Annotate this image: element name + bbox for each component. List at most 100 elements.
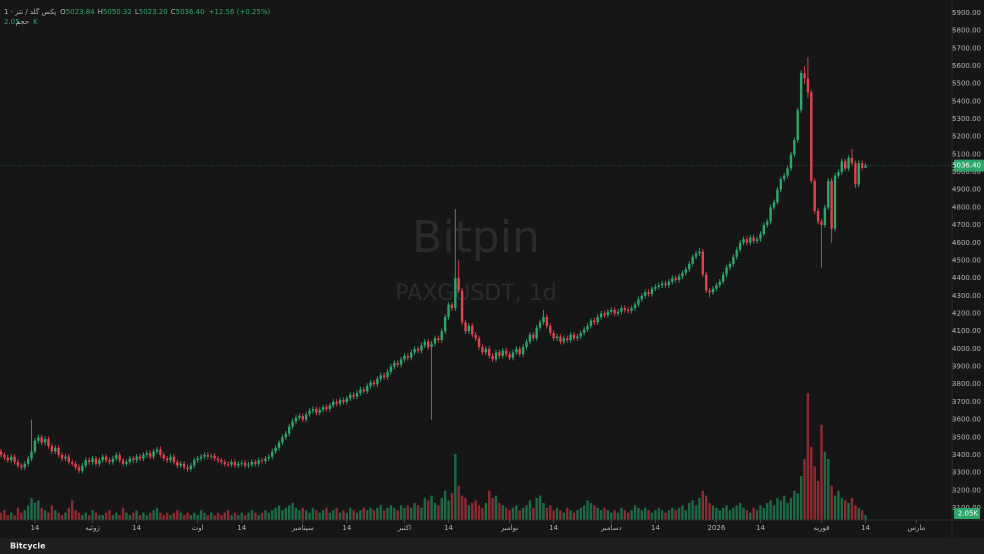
volume-bar [413,502,416,520]
candle-body [16,462,20,466]
footer-brand[interactable]: Bitcycle [10,542,46,551]
candle-body [264,458,267,462]
candle-body [701,251,705,275]
volume-bar [254,512,257,520]
candle-body [830,180,833,229]
volume-bar [782,495,786,520]
volume-bar [199,510,203,520]
candle-body [148,453,152,457]
candle-body [810,92,813,181]
volume-bar [657,507,660,520]
candle-body [850,157,854,164]
candle-body [637,299,640,305]
candle-body [613,309,616,314]
volume-bar [613,510,616,520]
volume-bar [203,512,206,520]
candle-body [111,458,115,463]
volume-bar [243,515,247,520]
volume-bar [467,505,471,520]
candle-body [359,389,362,394]
volume-bar [647,510,650,520]
candle-body [464,322,467,332]
volume-bar [599,510,603,520]
volume-bar [664,512,667,520]
volume-bar [504,507,508,520]
candle-body [725,267,728,275]
volume-bar [582,505,586,520]
volume-bar [481,507,484,520]
candle-body [213,455,216,459]
y-tick-label: 4300.00 [952,292,981,300]
x-tick-label: 2026 [707,524,725,532]
volume-bar [549,505,552,520]
candle-body [345,398,349,402]
volume-bar [786,502,789,520]
candle-body [43,439,47,443]
candle-body [837,172,840,176]
volume-bar [165,512,169,520]
volume-bar [745,510,749,520]
volume-bar [660,510,664,520]
volume-bar [565,507,569,520]
volume-bar [769,500,772,520]
volume-bar [447,500,450,520]
volume-bar [0,512,3,520]
y-tick-label: 5600.00 [952,62,981,70]
candle-body [260,460,264,462]
candle-body [688,263,691,270]
y-tick-label: 4000.00 [952,345,981,353]
x-tick-label: اوت [192,524,204,532]
volume-bar [359,510,362,520]
candle-body [376,378,379,385]
volume-bar [508,510,511,520]
candle-body [633,304,637,309]
candle-body [101,456,104,461]
volume-bar [382,510,386,520]
y-tick-label: 3700.00 [952,398,981,406]
volume-bar [365,510,369,520]
candle-body [243,462,247,466]
volume-bar [43,510,47,520]
volume-bar [813,466,816,520]
volume-bar [443,490,447,520]
volume-bar [193,512,196,520]
volume-bar [9,512,13,520]
volume-bar [755,510,759,520]
volume-bar [860,510,864,520]
candle-body [30,451,33,459]
candle-body [342,400,345,402]
candle-body [684,269,688,273]
candle-body [403,355,406,360]
volume-bar [637,507,640,520]
candle-body [667,281,671,286]
volume-bar [142,512,145,520]
candle-body [389,366,393,372]
volume-bar [545,507,549,520]
volume-bar [13,515,16,520]
candle-body [766,221,769,226]
candle-body [599,313,603,318]
volume-bar [457,485,460,520]
volume-bar [352,510,355,520]
candle-body [776,189,779,203]
candle-body [301,416,304,420]
x-tick-label: 14 [132,524,141,532]
volume-bar [376,507,379,520]
volume-bar [118,515,121,520]
x-tick-label: 14 [756,524,765,532]
volume-bar [369,507,372,520]
y-tick-label: 3600.00 [952,416,981,424]
volume-bar [772,505,776,520]
volume-bar [115,512,118,520]
volume-bar [264,510,267,520]
volume-bar [355,512,359,520]
candle-body [352,394,355,397]
candle-body [94,458,98,464]
volume-bar [138,515,142,520]
candle-body [145,453,149,455]
close: 5036.40 [176,8,205,16]
volume-bar [399,505,403,520]
volume-bar [576,510,579,520]
volume-legend: حجم2.05K [4,18,38,26]
candle-body [674,278,677,280]
